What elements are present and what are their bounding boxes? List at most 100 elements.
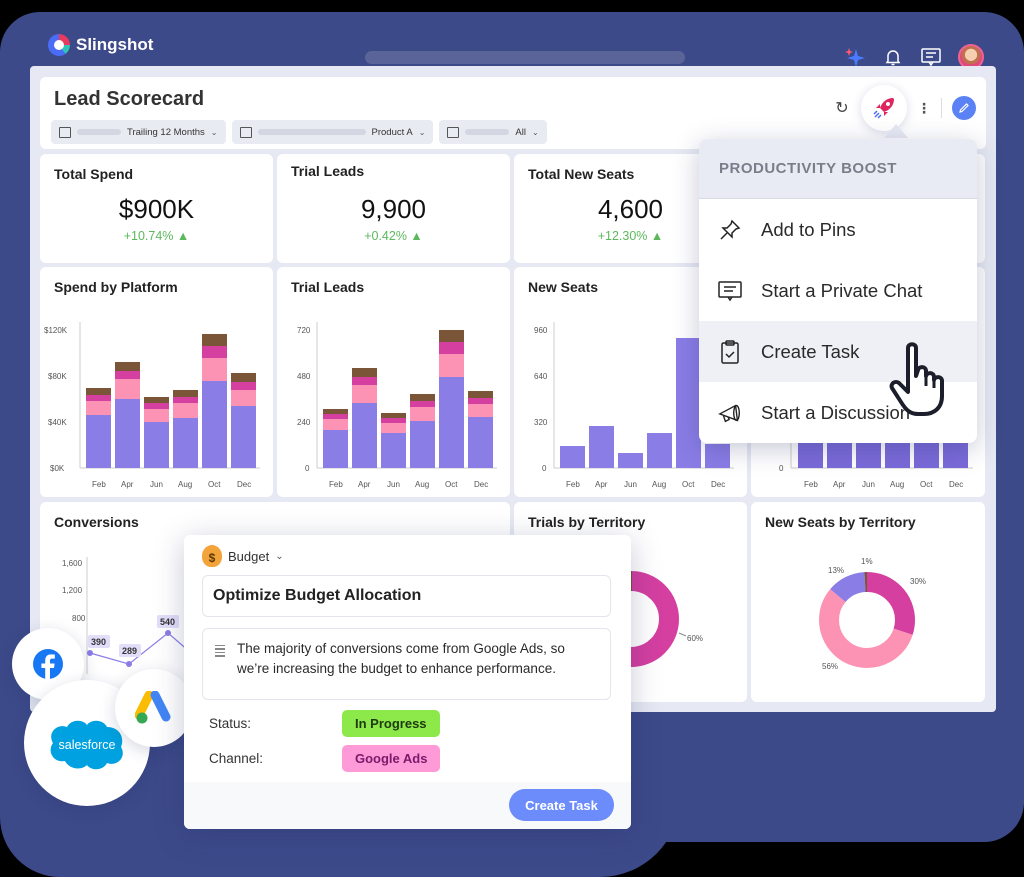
chart-card-spend-by-platform[interactable]: Spend by Platform $120K $80K $40K $0K Fe… [40,267,273,497]
svg-text:Aug: Aug [890,480,904,489]
kpi-delta: +0.42% ▲ [364,229,423,243]
svg-text:Feb: Feb [804,480,818,489]
chevron-down-icon: ⌄ [210,127,218,137]
google-ads-integration[interactable] [115,669,193,747]
menu-item-add-to-pins[interactable]: Add to Pins [699,199,977,260]
svg-text:salesforce: salesforce [59,738,116,752]
kpi-delta: +12.30% ▲ [597,229,664,243]
chat-icon[interactable] [920,46,942,68]
productivity-boost-button[interactable] [861,85,907,131]
filter-value: All [515,126,526,138]
svg-text:540: 540 [160,617,175,627]
status-row: Status: In Progress [209,710,440,737]
svg-text:$40K: $40K [48,418,67,427]
filter-label-placeholder [465,129,510,135]
svg-text:Oct: Oct [920,480,933,489]
menu-item-label: Add to Pins [761,218,856,240]
google-ads-icon [135,691,171,724]
svg-text:Jun: Jun [624,480,637,489]
bar-oct [439,330,464,468]
svg-text:Oct: Oct [208,480,221,489]
kpi-delta: +10.74% ▲ [123,229,190,243]
kpi-card-trial-leads[interactable]: Trial Leads 9,900 +0.42% ▲ [277,154,510,263]
svg-text:1%: 1% [861,557,873,566]
bar-aug [410,394,435,468]
task-category-selector[interactable]: $ Budget ⌄ [202,545,284,567]
bar-jun [144,397,169,468]
svg-text:289: 289 [122,646,137,656]
chart-title: New Seats [528,279,599,295]
chevron-down-icon: ⌄ [418,127,426,137]
menu-item-start-private-chat[interactable]: Start a Private Chat [699,260,977,321]
bar-chart: 960 640 320 0 Feb Apr Jun Aug Oct Dec [534,322,734,489]
menu-item-start-discussion[interactable]: Start a Discussion [699,382,977,443]
status-badge[interactable]: In Progress [342,710,440,737]
svg-text:1,600: 1,600 [62,559,83,568]
dialog-footer: Create Task [184,782,631,829]
svg-text:Jun: Jun [862,480,875,489]
filter-all[interactable]: All ⌄ [439,120,547,144]
svg-text:$80K: $80K [48,372,67,381]
kpi-title: Total Spend [54,166,134,182]
svg-text:320: 320 [534,418,548,427]
bar-jun [381,413,406,468]
rocket-icon [873,98,894,119]
menu-header: PRODUCTIVITY BOOST [699,139,977,199]
create-task-dialog: $ Budget ⌄ Optimize Budget Allocation Th… [184,535,631,829]
app-logo[interactable]: Slingshot [48,34,153,56]
svg-text:Apr: Apr [358,480,371,489]
svg-text:Apr: Apr [595,480,608,489]
kpi-card-total-spend[interactable]: Total Spend $900K +10.74% ▲ [40,154,273,263]
chart-title: Spend by Platform [54,279,178,295]
bar-aug [173,390,198,468]
bar-feb [86,388,111,468]
svg-text:Feb: Feb [329,480,343,489]
filter-date-range[interactable]: Trailing 12 Months ⌄ [51,120,226,144]
search-bar[interactable] [365,51,685,64]
bar-oct [202,334,227,468]
edit-button[interactable] [952,96,976,120]
channel-label: Channel: [209,751,264,766]
svg-text:640: 640 [534,372,548,381]
more-options-icon[interactable]: ⋮ [917,99,931,116]
chart-card-new-seats-by-territory[interactable]: New Seats by Territory 1% 13% 30% 56% [751,502,985,702]
money-bag-icon: $ [202,545,222,567]
line-chart: 1,600 1,200 800 390 289 540 [62,557,191,674]
app-name: Slingshot [76,35,154,54]
refresh-icon[interactable]: ↻ [835,100,849,117]
filter-label-placeholder [77,129,121,135]
chart-title: Trials by Territory [528,514,646,530]
stacked-bar-chart: $120K $80K $40K $0K Feb Apr Jun Aug Oct Dec [44,322,260,489]
filter-label-placeholder [257,129,366,135]
create-task-button[interactable]: Create Task [509,789,614,821]
chart-title: Conversions [54,514,139,530]
svg-text:Dec: Dec [474,480,488,489]
svg-text:Dec: Dec [949,480,963,489]
task-description-input[interactable]: The majority of conversions come from Go… [202,628,611,700]
svg-text:0: 0 [542,464,547,473]
page-title: Lead Scorecard [54,88,205,110]
kpi-value: 4,600 [597,194,664,224]
bell-icon[interactable] [882,46,904,68]
svg-text:$0K: $0K [50,464,65,473]
filter-icon [59,126,71,138]
channel-badge[interactable]: Google Ads [342,745,441,772]
chart-title: New Seats by Territory [765,514,916,530]
sparkle-icon[interactable] [844,46,866,68]
task-title-input[interactable]: Optimize Budget Allocation [202,575,611,617]
filter-product[interactable]: Product A ⌄ [231,120,434,144]
menu-pointer [884,124,908,138]
svg-text:720: 720 [297,326,311,335]
chevron-down-icon: ⌄ [531,127,539,137]
svg-text:Oct: Oct [445,480,458,489]
svg-text:390: 390 [91,637,106,647]
channel-row: Channel: Google Ads [209,745,441,772]
chart-card-trial-leads[interactable]: Trial Leads 720 480 240 0 Feb Apr Jun Aug Oc… [277,267,510,497]
svg-text:240: 240 [297,418,311,427]
pointer-cursor-icon [889,342,944,416]
bar-apr [352,368,377,468]
svg-text:Feb: Feb [566,480,580,489]
pencil-icon [959,103,969,113]
svg-text:Jun: Jun [150,480,163,489]
filter-icon [239,126,252,138]
